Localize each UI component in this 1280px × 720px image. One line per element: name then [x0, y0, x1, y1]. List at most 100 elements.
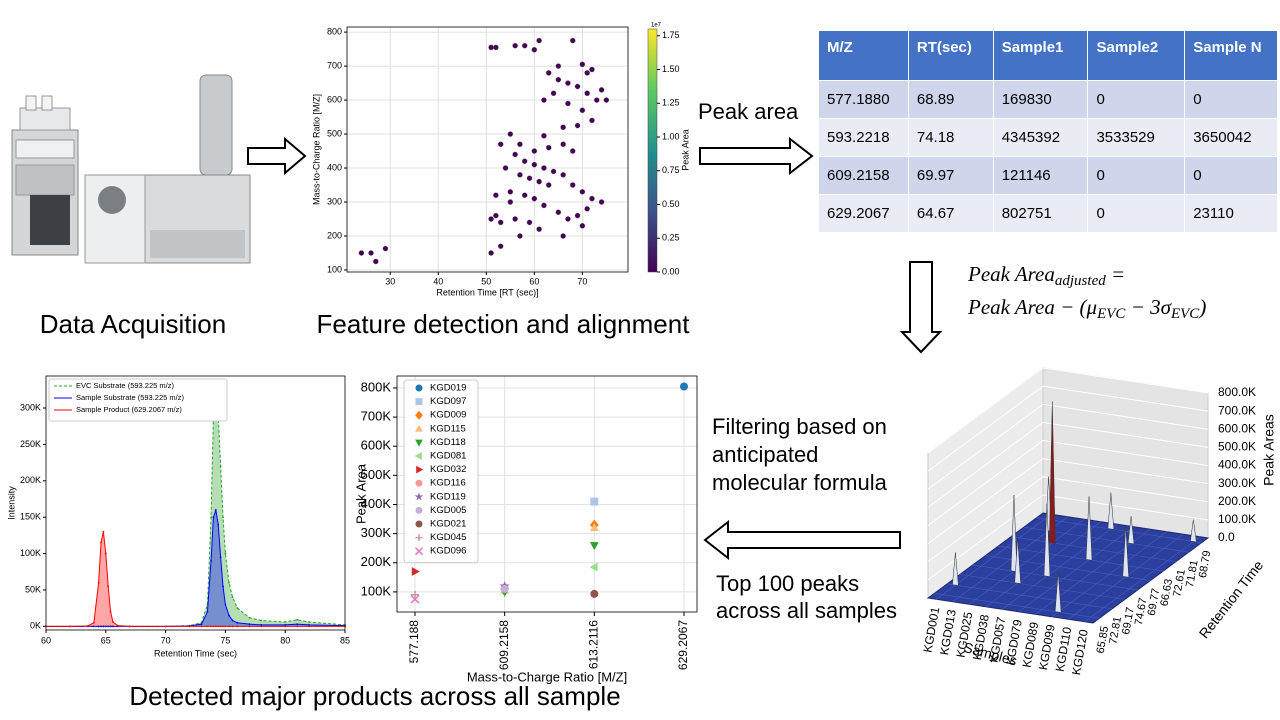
- point: [531, 148, 538, 154]
- point: [497, 219, 504, 226]
- point: [228, 581, 230, 584]
- rt-tick-label: 72.81: [1107, 616, 1124, 645]
- point: [603, 97, 610, 103]
- point: [97, 625, 100, 628]
- point: [206, 610, 209, 613]
- y-tick-label: 600: [327, 94, 342, 104]
- point: [224, 552, 227, 555]
- point: [517, 233, 523, 239]
- surface-grid: [1011, 536, 1177, 562]
- grid-line: [927, 476, 1209, 563]
- colorbar-tick-label: 1.50: [662, 64, 680, 74]
- point: [308, 625, 311, 628]
- marker: [590, 497, 599, 506]
- point: [222, 516, 224, 519]
- peak: [1043, 503, 1051, 577]
- legend-label: Sample Substrate (593.225 m/z): [76, 393, 184, 402]
- y-tick-label: 100: [327, 264, 342, 274]
- header-row: M/Z RT(sec) Sample1 Sample2 Sample N: [818, 30, 1278, 81]
- cell: 0: [1184, 156, 1278, 195]
- legend-label: KGD096: [430, 546, 466, 557]
- caption: Data Acquisition: [40, 309, 226, 339]
- legend-label: KGD097: [430, 396, 466, 407]
- cell: 629.2067: [818, 194, 909, 233]
- point: [502, 165, 509, 171]
- y-tick-label: 50K: [25, 584, 41, 594]
- rt-tick-label: 65.85: [1095, 625, 1112, 654]
- grid-line: [927, 385, 1209, 472]
- x-tick-label: 613.2116: [587, 620, 601, 669]
- point: [598, 199, 605, 205]
- legend: [48, 378, 228, 422]
- point: [541, 165, 547, 171]
- grid-line: [927, 458, 1209, 545]
- cell: 577.1880: [818, 80, 909, 119]
- point: [574, 212, 581, 219]
- peak-table: M/Z RT(sec) Sample1 Sample2 Sample N 577.188…: [818, 30, 1278, 233]
- x-tick-label: 75: [220, 635, 230, 645]
- x-tick-label: 50: [481, 276, 491, 286]
- table-row: 609.2158 69.97 121146 0 0: [818, 156, 1278, 195]
- point: [86, 625, 89, 627]
- caption: across all samples: [716, 598, 897, 623]
- cell: 3533529: [1087, 118, 1186, 157]
- point: [214, 625, 217, 628]
- point: [236, 607, 239, 610]
- point: [97, 581, 100, 584]
- point: [260, 619, 263, 622]
- point: [550, 168, 557, 175]
- cell: 0: [1184, 80, 1278, 119]
- caption: anticipated: [712, 442, 818, 467]
- point: [574, 83, 581, 90]
- point: [574, 122, 581, 129]
- instrument: [11, 74, 251, 264]
- x-tick-label: 629.2067: [676, 620, 690, 670]
- y-tick-label: 800K: [361, 379, 392, 394]
- colorbar-tick-label: 0.00: [662, 266, 680, 276]
- point: [545, 182, 552, 188]
- point: [555, 63, 562, 69]
- cell: 609.2158: [818, 156, 909, 195]
- point: [497, 243, 504, 249]
- legend-label: KGD021: [430, 519, 466, 530]
- legend-label: EVC Substrate (593.225 m/z): [76, 381, 174, 390]
- point: [560, 172, 566, 178]
- point: [579, 189, 586, 195]
- area: [46, 389, 345, 627]
- z-tick-label: 700.0K: [1218, 403, 1256, 417]
- point: [598, 87, 605, 93]
- point: [210, 516, 212, 519]
- point: [368, 250, 374, 256]
- marker: [416, 465, 424, 474]
- legend-label: KGD115: [430, 423, 466, 434]
- line: [46, 531, 345, 627]
- marker: [415, 479, 423, 487]
- marker: [414, 452, 422, 460]
- grid-line: [927, 494, 1209, 581]
- cell: 23110: [1184, 194, 1278, 233]
- point: [550, 90, 557, 97]
- cell: 0: [1087, 194, 1186, 233]
- point: [109, 610, 112, 613]
- cell: 169830: [992, 80, 1089, 119]
- legend-label: KGD019: [430, 383, 466, 394]
- y-axis-label: Mass-to-Charge Ratio [M/Z]: [311, 94, 321, 205]
- point: [584, 90, 590, 97]
- table-row: 577.1880 68.89 169830 0 0: [818, 80, 1278, 119]
- z-tick-label: 0.0: [1218, 530, 1235, 544]
- y-tick-label: 400K: [361, 496, 392, 511]
- formula-part: =: [1106, 262, 1125, 286]
- cell: 68.89: [907, 80, 994, 119]
- point: [112, 621, 114, 623]
- marker: [415, 534, 423, 542]
- cell: 0: [1087, 80, 1186, 119]
- header-cell: Sample N: [1184, 30, 1278, 81]
- point: [92, 621, 95, 624]
- point: [296, 618, 299, 621]
- point: [541, 202, 547, 209]
- y-tick-label: 300K: [20, 402, 41, 412]
- point: [107, 585, 110, 588]
- point: [555, 209, 562, 215]
- point: [488, 216, 494, 222]
- z-tick-label: 200.0K: [1218, 494, 1256, 508]
